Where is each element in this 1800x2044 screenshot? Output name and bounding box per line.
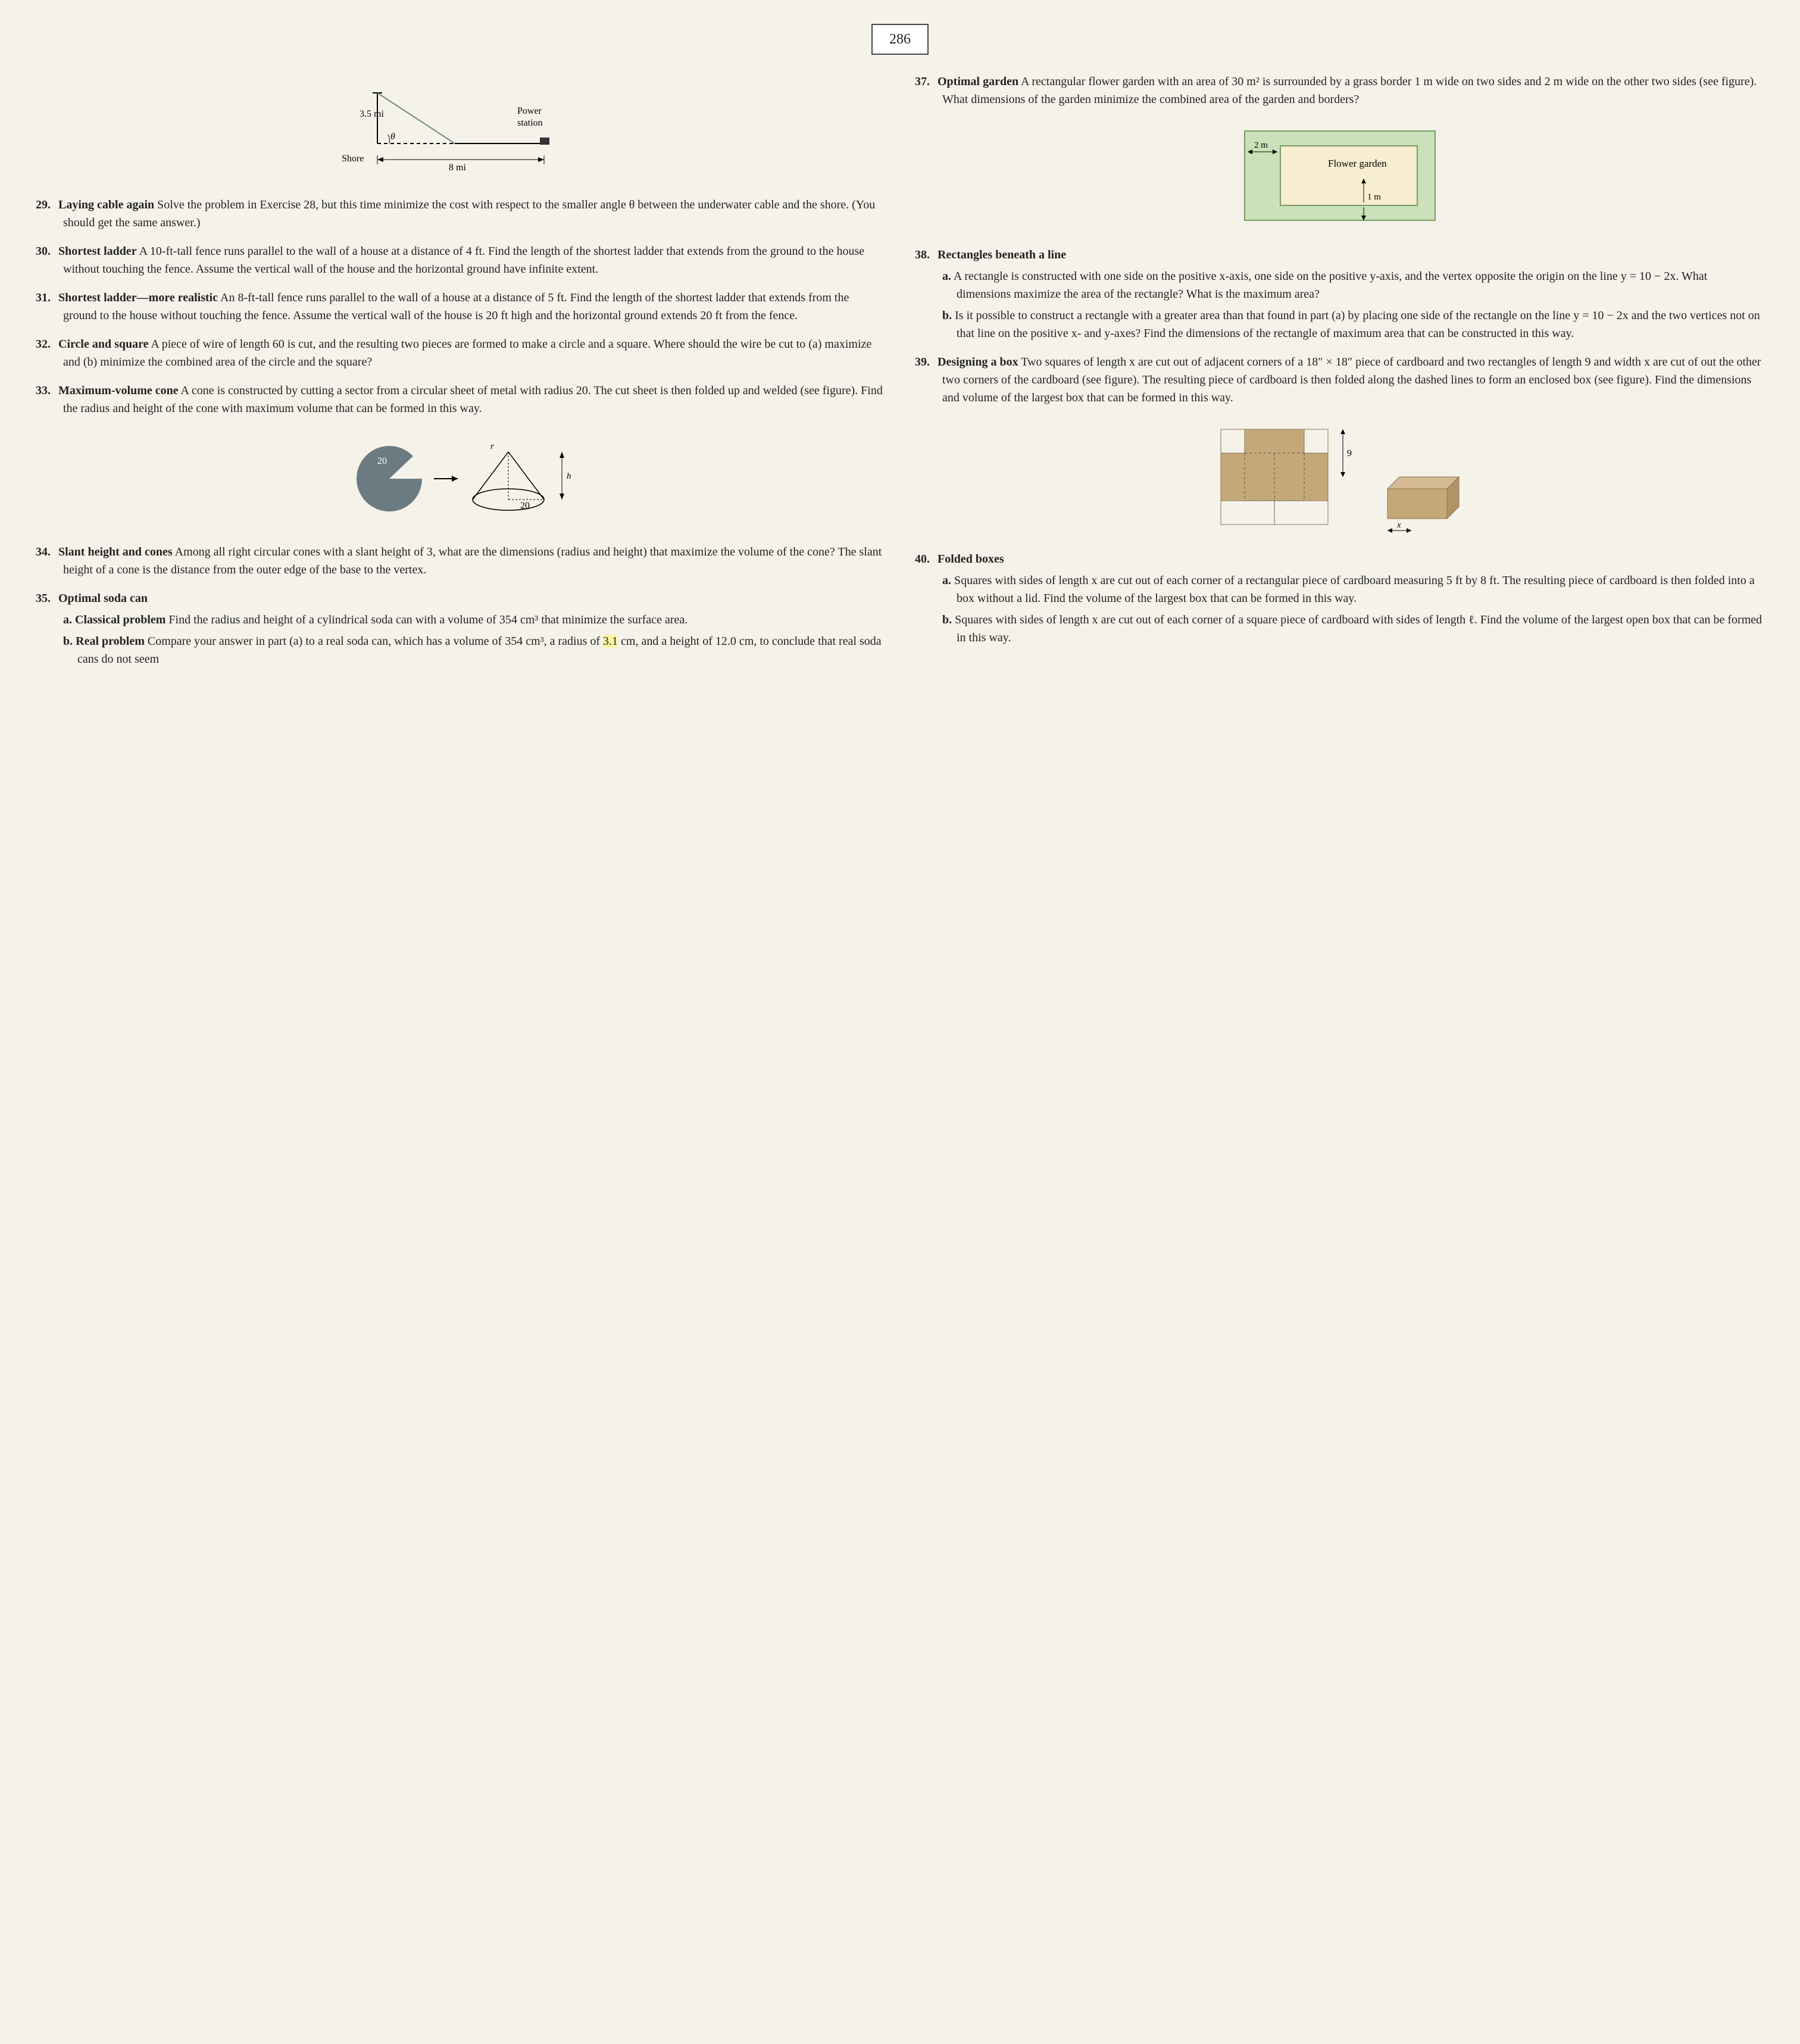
problem-34-text: Among all right circular cones with a sl… [63, 545, 882, 576]
problem-38b-text: Is it possible to construct a rectangle … [955, 309, 1760, 340]
problem-29-title: Laying cable again [58, 198, 154, 211]
garden-figure: 2 m Flower garden 1 m [915, 119, 1764, 238]
garden-2m: 2 m [1254, 141, 1268, 150]
problem-33: 33.Maximum-volume cone A cone is constru… [36, 382, 885, 417]
station-label: station [517, 118, 543, 128]
problem-29-text: Solve the problem in Exercise 28, but th… [63, 198, 875, 229]
problem-34-title: Slant height and cones [58, 545, 173, 558]
problem-32-text: A piece of wire of length 60 is cut, and… [63, 338, 871, 369]
problem-40-title: Folded boxes [938, 553, 1004, 566]
problem-34: 34.Slant height and cones Among all righ… [36, 543, 885, 579]
problem-38-num: 38. [915, 246, 938, 264]
box-figure: 9 x [915, 417, 1764, 542]
problem-29: 29.Laying cable again Solve the problem … [36, 196, 885, 232]
box-nine: 9 [1347, 448, 1352, 458]
shore-dist-label: 8 mi [449, 163, 466, 173]
cone-h-label: h [567, 472, 571, 481]
cone-r20b: 20 [520, 501, 530, 511]
problem-35a-lab: a. [63, 613, 72, 626]
problem-37-text: A rectangular flower garden with an area… [942, 75, 1757, 106]
power-station-icon [540, 138, 549, 145]
problem-33-text: A cone is constructed by cutting a secto… [63, 384, 883, 415]
problem-40a-lab: a. [942, 574, 951, 587]
page-number-value: 286 [871, 24, 929, 55]
problem-35-num: 35. [36, 589, 58, 607]
problem-35a-title: Classical problem [75, 613, 165, 626]
problem-30-num: 30. [36, 242, 58, 260]
problem-39: 39.Designing a box Two squares of length… [915, 353, 1764, 407]
problem-32: 32.Circle and square A piece of wire of … [36, 335, 885, 371]
problem-37-title: Optimal garden [938, 75, 1018, 88]
problem-30-title: Shortest ladder [58, 245, 137, 258]
cone-r-label: r [490, 442, 494, 451]
problem-38b-lab: b. [942, 309, 952, 322]
problem-40a-text: Squares with sides of length x are cut o… [954, 574, 1755, 605]
problem-35b-text1: Compare your answer in part (a) to a rea… [148, 635, 603, 648]
box-x: x [1396, 520, 1401, 530]
cone-figure: 20 r 20 h [36, 428, 885, 535]
problem-40b-lab: b. [942, 613, 952, 626]
shore-label: Shore [342, 154, 364, 164]
problem-35a-text: Find the radius and height of a cylindri… [168, 613, 688, 626]
problem-38: 38.Rectangles beneath a line a. A rectan… [915, 246, 1764, 342]
problem-33-title: Maximum-volume cone [58, 384, 179, 397]
problem-39-num: 39. [915, 353, 938, 371]
problem-32-title: Circle and square [58, 338, 149, 351]
theta-label: θ [390, 132, 395, 142]
power-label: Power [517, 106, 542, 116]
cone-r20a: 20 [377, 456, 387, 466]
problem-30: 30.Shortest ladder A 10-ft-tall fence ru… [36, 242, 885, 278]
garden-flower-label: Flower garden [1328, 158, 1387, 169]
garden-1m: 1 m [1367, 192, 1381, 202]
problem-40-num: 40. [915, 550, 938, 568]
page-number: 286 [36, 24, 1764, 55]
problem-33-num: 33. [36, 382, 58, 400]
shore-figure: 3.5 mi θ Power station Shore 8 mi [36, 81, 885, 188]
problem-29-num: 29. [36, 196, 58, 214]
problem-35b-title: Real problem [76, 635, 145, 648]
problem-40b-text: Squares with sides of length x are cut o… [955, 613, 1762, 644]
problem-37: 37.Optimal garden A rectangular flower g… [915, 73, 1764, 108]
problem-40: 40.Folded boxes a. Squares with sides of… [915, 550, 1764, 647]
problem-39-title: Designing a box [938, 355, 1018, 369]
problem-39-text: Two squares of length x are cut out of a… [942, 355, 1761, 404]
problem-37-num: 37. [915, 73, 938, 91]
problem-38-title: Rectangles beneath a line [938, 248, 1066, 261]
problem-38a-text: A rectangle is constructed with one side… [954, 270, 1707, 301]
problem-34-num: 34. [36, 543, 58, 561]
problem-35-title: Optimal soda can [58, 592, 148, 605]
problem-31-title: Shortest ladder—more realistic [58, 291, 218, 304]
problem-31: 31.Shortest ladder—more realistic An 8-f… [36, 289, 885, 324]
problem-35: 35.Optimal soda can a. Classical problem… [36, 589, 885, 668]
island-dist-label: 3.5 mi [360, 109, 384, 119]
problem-32-num: 32. [36, 335, 58, 353]
problem-35b-highlight: 3.1 [603, 635, 618, 648]
problem-38a-lab: a. [942, 270, 951, 283]
problem-35b-lab: b. [63, 635, 73, 648]
problem-31-num: 31. [36, 289, 58, 307]
problem-30-text: A 10-ft-tall fence runs parallel to the … [63, 245, 864, 276]
